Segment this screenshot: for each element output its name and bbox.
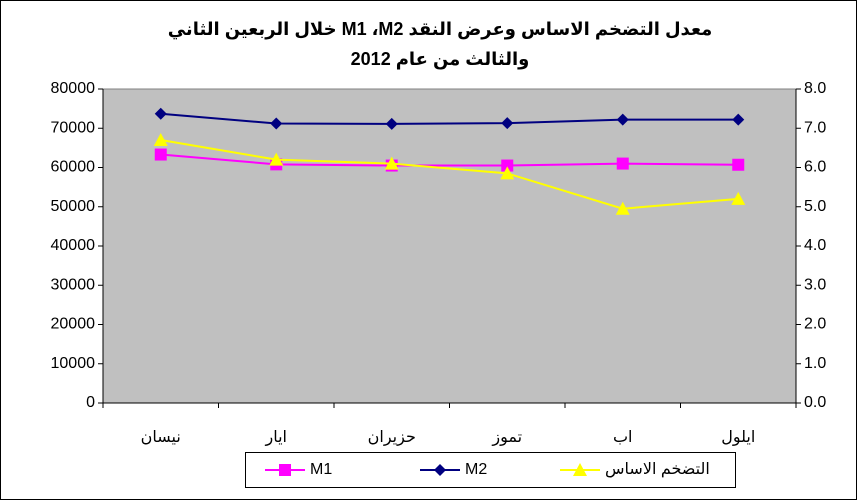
x-tick-label: تموز: [491, 429, 522, 447]
y2-tick-label: 3.0: [804, 276, 826, 293]
y2-tick-label: 2.0: [804, 316, 826, 333]
marker: [384, 156, 399, 170]
marker: [732, 113, 745, 126]
y-tick-label: 60000: [51, 159, 96, 176]
y-tick-label: 30000: [51, 276, 96, 293]
y-tick-label: 50000: [51, 198, 96, 215]
series-line: [160, 112, 739, 125]
marker: [616, 113, 629, 126]
y2-tick-label: 4.0: [804, 237, 826, 254]
marker: [279, 464, 291, 476]
x-tick-label: اب: [613, 429, 633, 446]
y-tick-label: 20000: [51, 316, 96, 333]
y2-tick-label: 5.0: [804, 198, 826, 215]
y-tick-label: 40000: [51, 237, 96, 254]
marker: [270, 117, 283, 130]
chart-title: معدل التضخم الاساس وعرض النقد M1 ،M2 خلا…: [167, 19, 713, 69]
y2-tick-label: 0.0: [804, 394, 826, 411]
y-tick-label: 10000: [51, 355, 96, 372]
marker: [501, 117, 514, 130]
marker: [154, 148, 167, 161]
marker: [500, 166, 515, 180]
marker: [154, 107, 167, 120]
series-line: [160, 153, 739, 167]
marker: [269, 152, 284, 166]
marker: [615, 201, 630, 215]
marker: [434, 464, 446, 476]
y2-tick-label: 1.0: [804, 355, 826, 372]
series-line: [160, 139, 739, 210]
y2-tick-label: 7.0: [804, 119, 826, 136]
y-tick-label: 0: [86, 394, 95, 411]
marker: [731, 191, 746, 205]
marker: [385, 117, 398, 130]
x-tick-label: نيسان: [141, 429, 181, 446]
marker: [573, 463, 587, 476]
x-tick-label: حزيران: [368, 429, 416, 447]
marker: [732, 158, 745, 171]
y-tick-label: 70000: [51, 119, 96, 136]
x-tick-label: ايار: [265, 429, 288, 447]
legend-label: التضخم الاساس: [605, 461, 710, 478]
marker: [501, 159, 514, 172]
marker: [153, 133, 168, 147]
plot-area: [102, 88, 797, 404]
legend-box: [245, 452, 736, 488]
marker: [616, 157, 629, 170]
legend-label: M1: [310, 461, 332, 478]
x-tick-label: ايلول: [721, 429, 755, 447]
y-tick-label: 80000: [51, 80, 96, 97]
y2-tick-label: 8.0: [804, 80, 826, 97]
legend-label: M2: [465, 461, 487, 478]
y2-tick-label: 6.0: [804, 159, 826, 176]
